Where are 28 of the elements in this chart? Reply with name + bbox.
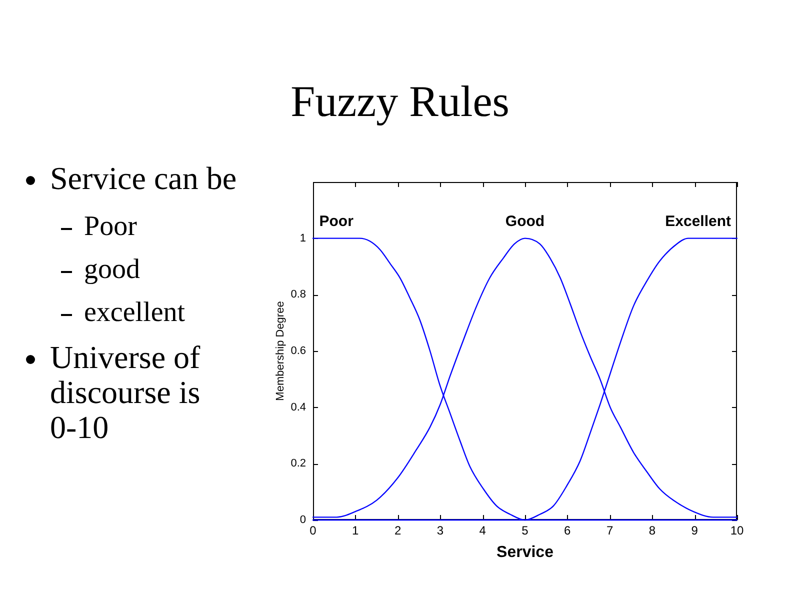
series-label: Poor	[319, 212, 354, 230]
x-tick-label: 6	[564, 524, 572, 538]
x-tick-label: 8	[648, 524, 656, 538]
y-tick-label: 1	[300, 232, 306, 244]
series-label: Good	[505, 212, 545, 230]
x-tick-label: 9	[691, 524, 698, 538]
x-tick-label: 3	[436, 524, 444, 538]
text: Universe of discourse is 0-10	[50, 339, 200, 445]
text: good	[84, 254, 140, 285]
y-tick-label: 0.4	[290, 401, 306, 414]
x-tick-label: 10	[730, 524, 744, 538]
x-tick-label: 7	[606, 524, 614, 538]
y-tick-label: 0.8	[290, 288, 306, 301]
x-tick-label: 0	[310, 524, 317, 538]
series-label: Excellent	[665, 212, 732, 230]
x-tick-label: 2	[394, 524, 402, 538]
x-axis-title: Service	[496, 544, 554, 561]
x-tick-label: 4	[479, 524, 486, 538]
x-tick-label: 1	[352, 524, 360, 538]
y-tick-label: 0	[300, 514, 306, 526]
y-tick-label: 0.2	[290, 458, 306, 470]
x-tick-label: 5	[522, 524, 529, 538]
text: Poor	[84, 211, 137, 242]
y-axis-title: Membership Degree	[274, 301, 287, 401]
chart-title: Fuzzy Rules	[290, 77, 510, 127]
text: excellent	[84, 297, 186, 328]
y-tick-label: 0.6	[290, 345, 306, 358]
text: Service can be	[50, 160, 237, 196]
